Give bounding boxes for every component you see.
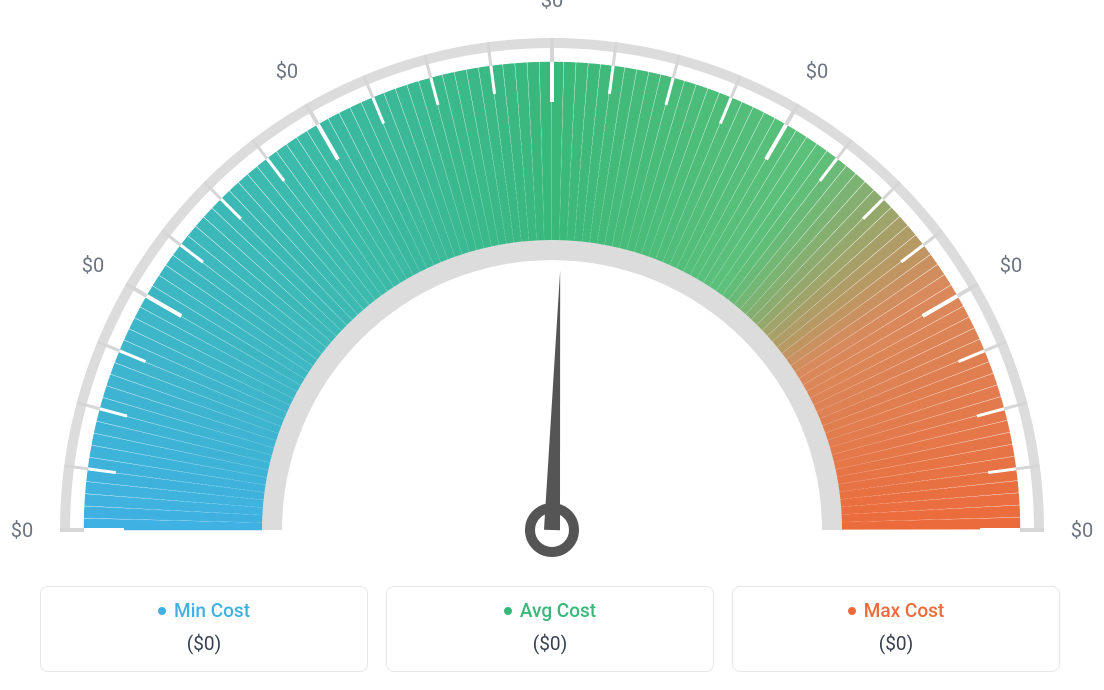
legend-dot-min [158,607,166,615]
legend-row: Min Cost ($0) Avg Cost ($0) Max Cost ($0… [40,586,1060,672]
gauge-tick-label: $0 [806,59,828,83]
gauge-tick-label: $0 [82,253,104,277]
legend-label-max: Max Cost [864,601,944,620]
legend-card-avg: Avg Cost ($0) [386,586,714,672]
legend-label-avg: Avg Cost [520,601,596,620]
gauge-area: $0$0$0$0$0$0$0 [52,10,1052,570]
legend-card-max: Max Cost ($0) [732,586,1060,672]
legend-title-avg: Avg Cost [399,601,701,620]
legend-dot-max [848,607,856,615]
gauge-chart-container: $0 $0 $0 $0 $0 $0 $0 Min Cost ($0) Avg Cost ($… [0,0,1104,690]
legend-label-min: Min Cost [174,601,250,620]
gauge-tick-label: $0 [11,518,33,542]
gauge-svg [52,10,1052,570]
legend-value-avg: ($0) [399,632,701,655]
gauge-tick-label: $0 [1000,253,1022,277]
gauge-tick-label: $0 [1071,518,1093,542]
legend-value-max: ($0) [745,632,1047,655]
legend-card-min: Min Cost ($0) [40,586,368,672]
legend-dot-avg [504,607,512,615]
legend-value-min: ($0) [53,632,355,655]
gauge-tick-label: $0 [541,0,563,12]
gauge-tick-label: $0 [276,59,298,83]
legend-title-min: Min Cost [53,601,355,620]
legend-title-max: Max Cost [745,601,1047,620]
